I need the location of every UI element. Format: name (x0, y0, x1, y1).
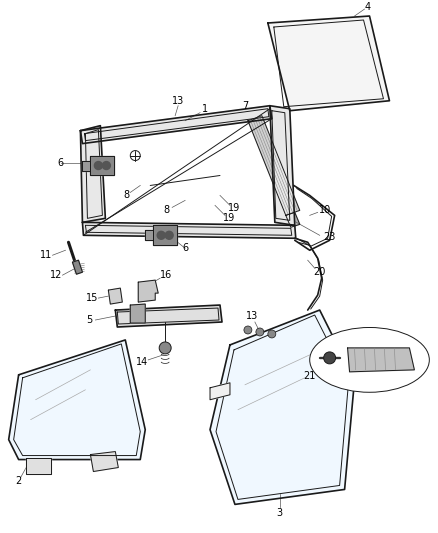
Text: 8: 8 (123, 190, 129, 200)
Text: 14: 14 (136, 357, 148, 367)
Polygon shape (82, 160, 90, 171)
Text: 19: 19 (223, 213, 235, 223)
Text: 13: 13 (246, 311, 258, 321)
Text: 6: 6 (182, 243, 188, 253)
Polygon shape (90, 156, 114, 175)
Polygon shape (82, 222, 296, 238)
Polygon shape (268, 16, 389, 111)
Circle shape (157, 231, 165, 239)
Text: 10: 10 (318, 205, 331, 215)
Circle shape (159, 342, 171, 354)
Circle shape (343, 364, 352, 372)
Polygon shape (25, 457, 50, 474)
Circle shape (102, 161, 110, 169)
Polygon shape (81, 106, 272, 143)
Text: 29: 29 (367, 353, 380, 363)
Circle shape (165, 231, 173, 239)
Text: 7: 7 (242, 101, 248, 111)
Text: 15: 15 (86, 293, 99, 303)
Text: 23: 23 (323, 232, 336, 243)
Circle shape (95, 161, 102, 169)
Text: 3: 3 (277, 508, 283, 519)
Polygon shape (108, 288, 122, 304)
Polygon shape (9, 340, 145, 459)
Polygon shape (210, 310, 355, 504)
Circle shape (244, 326, 252, 334)
Polygon shape (145, 230, 153, 240)
Polygon shape (153, 225, 177, 245)
Text: 5: 5 (86, 315, 92, 325)
Text: 22: 22 (387, 376, 400, 386)
Text: 16: 16 (160, 270, 172, 280)
Text: 4: 4 (364, 2, 371, 12)
Polygon shape (248, 116, 300, 215)
Text: 2: 2 (15, 477, 22, 487)
Text: 19: 19 (228, 204, 240, 213)
Circle shape (343, 356, 352, 364)
Text: 1: 1 (202, 104, 208, 114)
Circle shape (343, 372, 352, 380)
Polygon shape (115, 305, 222, 327)
Ellipse shape (310, 327, 429, 392)
Polygon shape (210, 383, 230, 400)
Polygon shape (286, 212, 300, 227)
Circle shape (268, 330, 276, 338)
Text: 8: 8 (163, 205, 169, 215)
Polygon shape (270, 106, 295, 225)
Polygon shape (90, 451, 118, 472)
Polygon shape (72, 260, 82, 274)
Text: 21: 21 (304, 371, 316, 381)
Text: 6: 6 (57, 158, 64, 167)
Text: 11: 11 (40, 250, 53, 260)
Polygon shape (81, 126, 106, 222)
Circle shape (324, 352, 336, 364)
Text: 13: 13 (172, 96, 184, 106)
Circle shape (256, 328, 264, 336)
Polygon shape (138, 280, 158, 302)
Text: 20: 20 (314, 267, 326, 277)
Text: 12: 12 (50, 270, 63, 280)
Polygon shape (130, 304, 145, 323)
Polygon shape (348, 348, 414, 372)
